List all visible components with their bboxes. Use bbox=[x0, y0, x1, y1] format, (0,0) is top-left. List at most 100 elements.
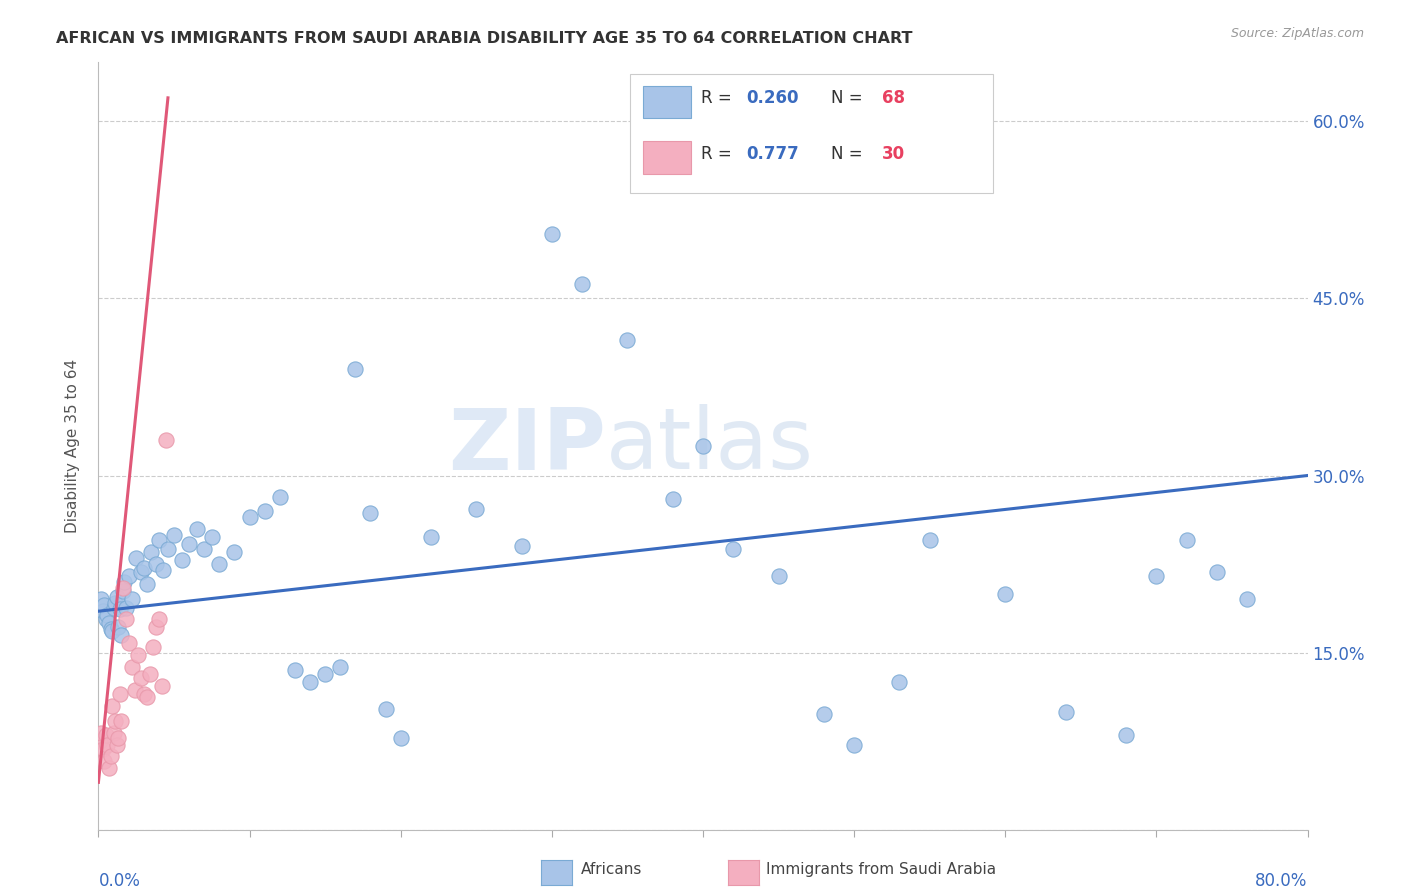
Point bbox=[124, 683, 146, 698]
Point bbox=[156, 541, 179, 556]
Point bbox=[108, 602, 131, 616]
Point bbox=[152, 563, 174, 577]
Point bbox=[91, 604, 114, 618]
Point bbox=[692, 439, 714, 453]
Point bbox=[389, 731, 412, 745]
Point bbox=[420, 530, 443, 544]
Point bbox=[284, 663, 307, 677]
Point bbox=[299, 675, 322, 690]
Text: N =: N = bbox=[831, 89, 868, 107]
FancyBboxPatch shape bbox=[630, 74, 993, 193]
Point bbox=[1236, 592, 1258, 607]
Point bbox=[145, 557, 167, 571]
Point bbox=[118, 636, 141, 650]
Point bbox=[208, 557, 231, 571]
Text: 68: 68 bbox=[882, 89, 905, 107]
Point bbox=[918, 533, 941, 548]
Point bbox=[179, 537, 201, 551]
Point bbox=[94, 728, 117, 742]
Point bbox=[111, 584, 134, 599]
Point bbox=[104, 714, 127, 728]
Point bbox=[135, 690, 157, 705]
Point bbox=[314, 666, 336, 681]
Text: Source: ZipAtlas.com: Source: ZipAtlas.com bbox=[1230, 27, 1364, 40]
Point bbox=[107, 731, 129, 745]
Text: R =: R = bbox=[700, 145, 737, 163]
Point bbox=[571, 277, 593, 292]
Point bbox=[96, 607, 118, 622]
Point bbox=[90, 592, 112, 607]
Point bbox=[108, 687, 131, 701]
Text: ZIP: ZIP bbox=[449, 404, 606, 488]
Point bbox=[101, 698, 124, 713]
Point bbox=[616, 333, 638, 347]
Point bbox=[150, 679, 173, 693]
Point bbox=[129, 672, 152, 686]
Point bbox=[98, 615, 121, 630]
Point bbox=[94, 612, 117, 626]
Point bbox=[224, 545, 246, 559]
Point bbox=[768, 569, 790, 583]
Point bbox=[107, 619, 129, 633]
Point bbox=[105, 738, 128, 752]
Point bbox=[101, 624, 124, 639]
Point bbox=[129, 566, 152, 580]
Point bbox=[127, 648, 149, 662]
Point bbox=[360, 506, 382, 520]
Point bbox=[104, 596, 127, 610]
Text: atlas: atlas bbox=[606, 404, 814, 488]
Point bbox=[139, 666, 162, 681]
Point bbox=[114, 600, 136, 615]
Text: AFRICAN VS IMMIGRANTS FROM SAUDI ARABIA DISABILITY AGE 35 TO 64 CORRELATION CHAR: AFRICAN VS IMMIGRANTS FROM SAUDI ARABIA … bbox=[56, 31, 912, 46]
Text: 80.0%: 80.0% bbox=[1256, 871, 1308, 889]
Text: N =: N = bbox=[831, 145, 868, 163]
Point bbox=[114, 612, 136, 626]
Point bbox=[155, 433, 177, 447]
Point bbox=[96, 738, 118, 752]
Point bbox=[121, 592, 143, 607]
Point bbox=[93, 599, 115, 613]
Point bbox=[329, 659, 352, 673]
Point bbox=[105, 590, 128, 604]
Point bbox=[103, 600, 125, 615]
Point bbox=[93, 754, 115, 768]
Point bbox=[148, 533, 170, 548]
Point bbox=[186, 522, 208, 536]
Point bbox=[112, 574, 135, 589]
Point bbox=[510, 539, 533, 553]
Point bbox=[148, 612, 170, 626]
Point bbox=[344, 362, 367, 376]
Point bbox=[723, 541, 745, 556]
Point bbox=[813, 706, 835, 721]
Point bbox=[142, 640, 165, 654]
Point bbox=[239, 509, 262, 524]
Point bbox=[90, 726, 112, 740]
Point bbox=[1144, 569, 1167, 583]
Point bbox=[98, 761, 121, 775]
Point bbox=[110, 714, 132, 728]
Text: 0.0%: 0.0% bbox=[98, 871, 141, 889]
Point bbox=[141, 545, 163, 559]
Point bbox=[1175, 533, 1198, 548]
Point bbox=[465, 501, 488, 516]
Text: 30: 30 bbox=[882, 145, 905, 163]
Point bbox=[145, 619, 167, 633]
Point bbox=[118, 569, 141, 583]
FancyBboxPatch shape bbox=[643, 142, 690, 174]
Point bbox=[374, 702, 396, 716]
Point bbox=[844, 738, 866, 752]
Point bbox=[111, 581, 134, 595]
Point bbox=[110, 628, 132, 642]
FancyBboxPatch shape bbox=[643, 87, 690, 119]
Point bbox=[163, 527, 186, 541]
Text: Immigrants from Saudi Arabia: Immigrants from Saudi Arabia bbox=[766, 863, 997, 877]
Text: 0.777: 0.777 bbox=[747, 145, 799, 163]
Point bbox=[132, 687, 155, 701]
Point bbox=[889, 675, 911, 690]
Point bbox=[103, 726, 125, 740]
Text: Africans: Africans bbox=[581, 863, 643, 877]
Point bbox=[91, 742, 114, 756]
Point bbox=[125, 551, 148, 566]
Point bbox=[132, 560, 155, 574]
Point bbox=[193, 541, 215, 556]
